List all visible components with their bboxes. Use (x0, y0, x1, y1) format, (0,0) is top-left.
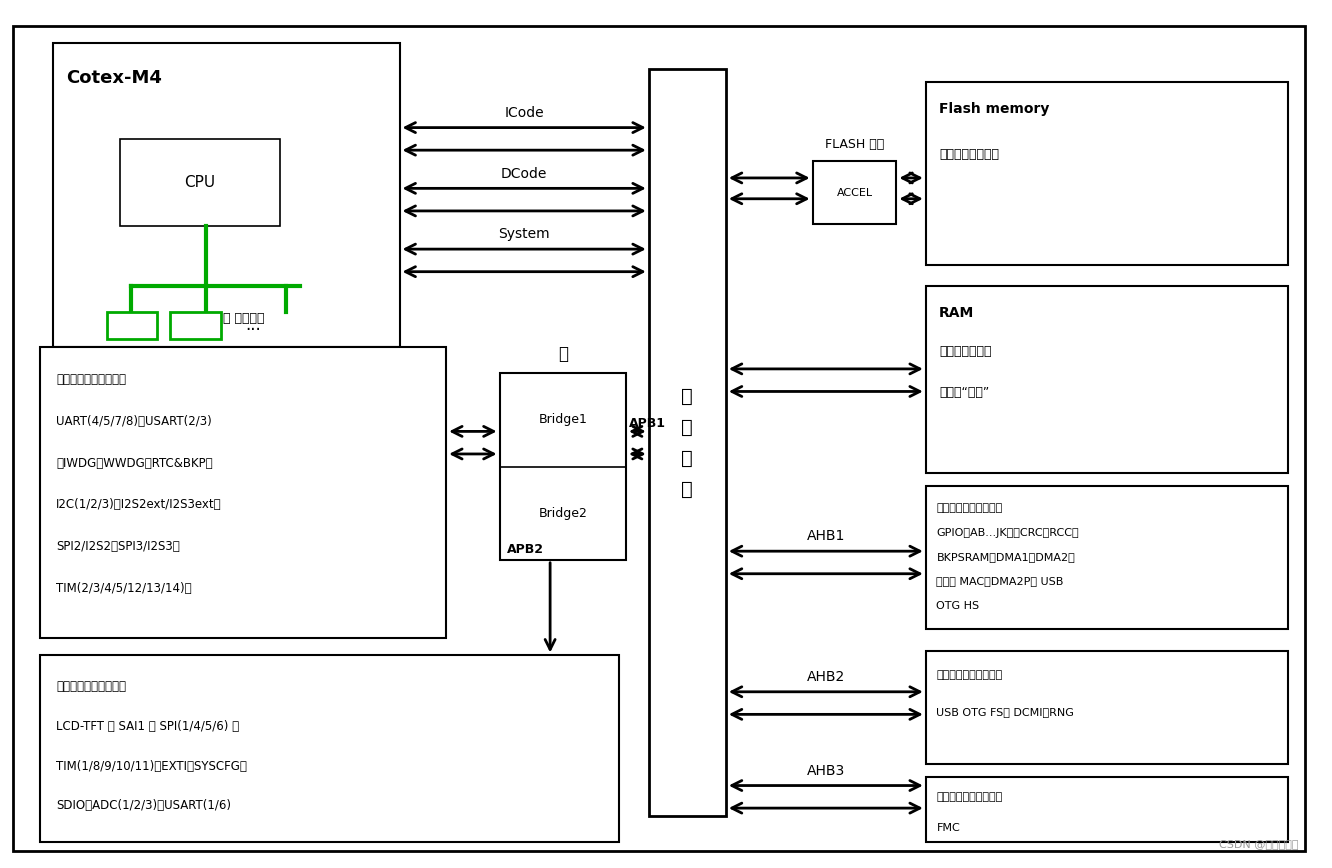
FancyBboxPatch shape (13, 26, 1305, 851)
Text: 挂高速外设的寄存器组: 挂高速外设的寄存器组 (936, 792, 1003, 803)
Text: 、IWDG、WWDG、RTC&BKP、: 、IWDG、WWDG、RTC&BKP、 (56, 457, 213, 470)
Text: ICode: ICode (505, 106, 543, 120)
FancyBboxPatch shape (107, 312, 157, 339)
FancyBboxPatch shape (53, 43, 400, 347)
Text: 总
线
矩
阵: 总 线 矩 阵 (682, 386, 693, 499)
Text: 挂高速外设的寄存器组: 挂高速外设的寄存器组 (936, 670, 1003, 681)
FancyBboxPatch shape (40, 347, 446, 638)
Text: SPI2/I2S2、SPI3/I2S3、: SPI2/I2S2、SPI3/I2S3、 (56, 540, 180, 553)
FancyBboxPatch shape (926, 777, 1288, 842)
Text: ...: ... (245, 317, 261, 334)
Text: 产生的“数据”: 产生的“数据” (939, 386, 990, 399)
FancyBboxPatch shape (926, 82, 1288, 265)
Text: AHB2: AHB2 (807, 670, 844, 684)
Text: Bridge1: Bridge1 (538, 413, 587, 426)
Text: CPU: CPU (184, 174, 216, 190)
Text: Flash memory: Flash memory (939, 102, 1050, 115)
FancyBboxPatch shape (813, 161, 896, 224)
Text: 挂低速外设的寄存器组: 挂低速外设的寄存器组 (56, 680, 127, 693)
Text: 以太网 MAC、DMA2P、 USB: 以太网 MAC、DMA2P、 USB (936, 576, 1064, 587)
FancyBboxPatch shape (926, 651, 1288, 764)
Text: OTG HS: OTG HS (936, 601, 979, 611)
Text: Bridge2: Bridge2 (538, 507, 587, 520)
Text: TIM(2/3/4/5/12/13/14)、: TIM(2/3/4/5/12/13/14)、 (56, 582, 192, 595)
Text: CSDN @果果小师弟: CSDN @果果小师弟 (1219, 838, 1299, 849)
Text: USB OTG FS、 DCMI、RNG: USB OTG FS、 DCMI、RNG (936, 707, 1075, 717)
Text: 挂低速外设的寄存器组: 挂低速外设的寄存器组 (56, 373, 127, 386)
Text: 核内外设 与 核内总线: 核内外设 与 核内总线 (189, 312, 264, 326)
Text: APB1: APB1 (629, 417, 666, 430)
Text: LCD-TFT 、 SAI1 、 SPI(1/4/5/6) 、: LCD-TFT 、 SAI1 、 SPI(1/4/5/6) 、 (56, 720, 238, 733)
Text: RAM: RAM (939, 306, 974, 319)
Text: FMC: FMC (936, 823, 960, 833)
Text: AHB1: AHB1 (807, 529, 844, 543)
FancyBboxPatch shape (500, 373, 626, 560)
Text: 桥: 桥 (558, 345, 567, 363)
Text: SDIO、ADC(1/2/3)、USART(1/6): SDIO、ADC(1/2/3)、USART(1/6) (56, 799, 230, 812)
FancyBboxPatch shape (40, 655, 619, 842)
Text: TIM(1/8/9/10/11)、EXTI、SYSCFG、: TIM(1/8/9/10/11)、EXTI、SYSCFG、 (56, 760, 246, 773)
Text: Cotex-M4: Cotex-M4 (67, 69, 163, 88)
Text: BKPSRAM、DMA1、DMA2、: BKPSRAM、DMA1、DMA2、 (936, 552, 1075, 562)
Text: DCode: DCode (501, 167, 547, 181)
FancyBboxPatch shape (120, 139, 280, 226)
Text: 放程序运行时所: 放程序运行时所 (939, 345, 991, 358)
Text: AHB3: AHB3 (807, 764, 844, 778)
Text: ACCEL: ACCEL (836, 187, 872, 198)
Text: GPIO（AB...JK）、CRC、RCC、: GPIO（AB...JK）、CRC、RCC、 (936, 528, 1079, 538)
FancyBboxPatch shape (649, 69, 726, 816)
Text: APB2: APB2 (506, 542, 543, 556)
FancyBboxPatch shape (170, 312, 221, 339)
Text: 挂高速外设的寄存器组: 挂高速外设的寄存器组 (936, 503, 1003, 514)
FancyBboxPatch shape (926, 286, 1288, 473)
Text: UART(4/5/7/8)、USART(2/3): UART(4/5/7/8)、USART(2/3) (56, 415, 212, 428)
FancyBboxPatch shape (926, 486, 1288, 629)
Text: FLASH 接口: FLASH 接口 (825, 138, 884, 151)
Text: 放指令和常量数据: 放指令和常量数据 (939, 148, 999, 161)
Text: I2C(1/2/3)、I2S2ext/I2S3ext、: I2C(1/2/3)、I2S2ext/I2S3ext、 (56, 498, 221, 511)
Text: System: System (498, 227, 550, 241)
